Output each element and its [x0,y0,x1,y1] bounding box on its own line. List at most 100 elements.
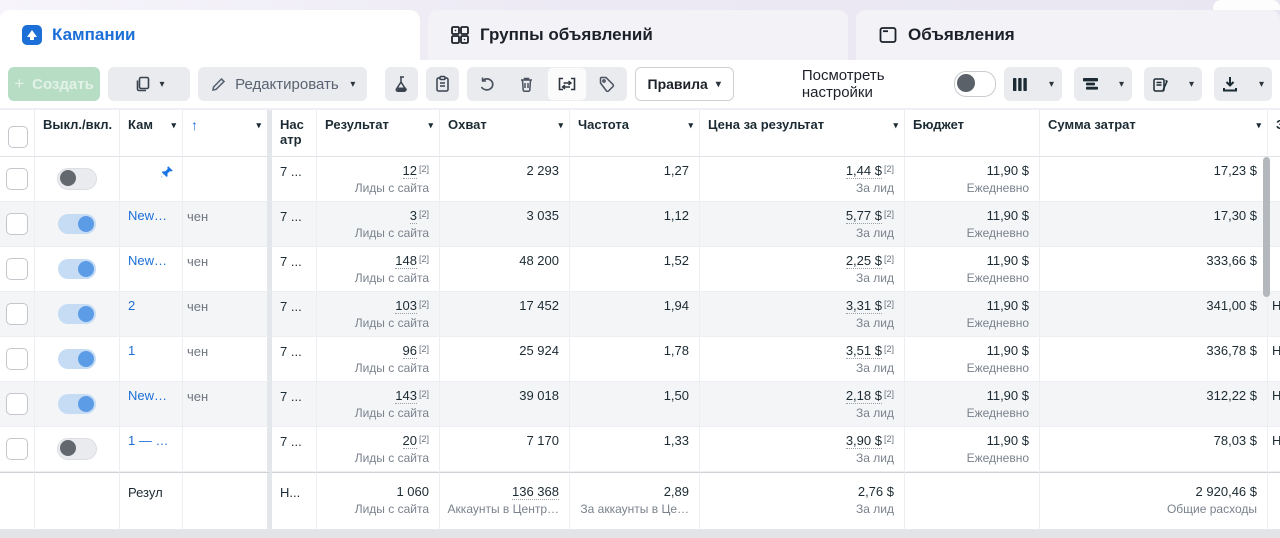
header-cost-per-result[interactable]: Цена за результат ▾ [700,110,905,157]
rules-button-label: Правила [647,76,708,92]
row-toggle[interactable] [58,259,96,279]
row-toggle[interactable] [58,349,96,369]
cost-value[interactable]: 1,44 $ [845,163,882,179]
row-checkbox[interactable] [6,258,28,280]
cost-value[interactable]: 3,90 $ [845,433,882,449]
reach-cell: 7 170 [440,427,570,472]
tab-adsets[interactable]: Группы объявлений [428,10,848,60]
result-value[interactable]: 12 [402,163,417,179]
paste-button[interactable] [425,67,459,101]
row-toggle[interactable] [57,168,97,190]
vertical-scrollbar[interactable] [1263,157,1270,297]
campaign-name-cell: 1 — … [120,427,183,472]
row-check-cell [0,292,35,337]
result-cell: 148 [2] Лиды с сайта [317,247,440,292]
chevron-down-icon: ▾ [1048,78,1054,90]
tab-campaigns[interactable]: Кампании [0,10,420,60]
header-ends[interactable]: З [1268,110,1280,157]
budget-cell: 11,90 $ Ежедневно [905,157,1040,202]
create-button[interactable]: + Создать [8,67,100,101]
delete-button[interactable] [507,67,547,101]
cost-value[interactable]: 3,31 $ [845,298,882,314]
campaign-name-cell: New… [120,382,183,427]
tabs-header-background: Кампании Группы объявлений Объявления [0,0,1280,60]
breakdown-button[interactable]: ▾ [1074,67,1132,101]
duplicate-button[interactable]: ▾ [108,67,191,101]
ab-test-button[interactable] [385,67,418,101]
tab-adsets-label: Группы объявлений [480,25,653,44]
campaign-name-cell [120,157,183,202]
reports-button[interactable]: ▾ [1144,67,1202,101]
columns-button[interactable]: ▾ [1004,67,1062,101]
row-checkbox[interactable] [6,213,28,235]
table-footer-row: Резул Н... 1 060 Лиды с сайта 136 368 Акка… [0,472,1280,530]
row-toggle[interactable] [58,214,96,234]
result-value[interactable]: 148 [395,253,417,269]
toolbar: + Создать ▾ Редактировать ▾ [0,60,1280,108]
edit-button[interactable]: Редактировать ▾ [198,67,368,101]
header-reach[interactable]: Охват ▾ [440,110,570,157]
header-amount-spent[interactable]: Сумма затрат ▾ [1040,110,1268,157]
header-attribution[interactable]: Нас атр [272,110,317,157]
result-value[interactable]: 3 [409,208,417,224]
campaign-name-link[interactable]: 1 — … [128,433,169,448]
delivery-status-cell: чен [183,382,272,427]
row-toggle-cell [35,382,120,427]
row-checkbox[interactable] [6,303,28,325]
result-footnote: [2] [418,254,429,264]
export-button[interactable]: ▾ [1214,67,1272,101]
cost-value[interactable]: 2,18 $ [845,388,882,404]
cost-value[interactable]: 5,77 $ [845,208,882,224]
horizontal-scrollbar-track[interactable] [0,530,1280,538]
delivery-status-cell [183,157,272,202]
table-row: 2 чен 7 ... 103 [2] Лиды с сайта 17 452 1… [0,292,1280,337]
swap-columns-button[interactable] [546,67,587,101]
row-toggle[interactable] [58,304,96,324]
tag-icon[interactable] [587,67,627,101]
delivery-status-cell: чен [183,292,272,337]
campaign-name-link[interactable]: 1 [128,343,136,358]
chevron-down-icon: ▾ [893,120,898,130]
header-result[interactable]: Результат ▾ [317,110,440,157]
result-value[interactable]: 20 [402,433,417,449]
footer-attr-value: Н... [272,472,317,530]
delivery-status-cell [183,427,272,472]
row-checkbox[interactable] [6,168,28,190]
campaign-name-link[interactable]: New… [128,388,168,403]
amount-spent-cell: 336,78 $ [1040,337,1268,382]
view-settings-toggle[interactable] [954,71,996,97]
row-toggle[interactable] [57,438,97,460]
row-checkbox[interactable] [6,393,28,415]
header-campaign[interactable]: Кам ▾ [120,110,183,157]
cost-value[interactable]: 2,25 $ [845,253,882,269]
row-toggle-cell [35,157,120,202]
chevron-down-icon: ▾ [1188,78,1194,90]
header-budget[interactable]: Бюджет [905,110,1040,157]
row-toggle[interactable] [58,394,96,414]
row-checkbox[interactable] [6,438,28,460]
campaign-name-link[interactable]: 2 [128,298,136,313]
result-value[interactable]: 96 [402,343,417,359]
campaign-name-link[interactable]: New… [128,253,168,268]
undo-button[interactable] [467,67,507,101]
result-value[interactable]: 103 [395,298,417,314]
rules-button[interactable]: Правила ▾ [634,67,734,101]
header-delivery-sorted[interactable]: ↑ ▾ [183,110,272,157]
header-frequency[interactable]: Частота ▾ [570,110,700,157]
budget-cell: 11,90 $ Ежедневно [905,202,1040,247]
result-cell: 143 [2] Лиды с сайта [317,382,440,427]
result-value[interactable]: 143 [395,388,417,404]
cost-value[interactable]: 3,51 $ [845,343,882,359]
result-footnote: [2] [418,164,429,174]
tab-ads[interactable]: Объявления [856,10,1280,60]
select-all-checkbox[interactable] [8,125,28,148]
footer-amount-spent: 2 920,46 $ Общие расходы [1040,472,1268,530]
attribution-cell: 7 ... [272,292,317,337]
footer-budget [905,472,1040,530]
row-actions-group [466,67,627,101]
result-cell: 20 [2] Лиды с сайта [317,427,440,472]
row-checkbox[interactable] [6,348,28,370]
campaign-name-link[interactable]: New… [128,208,168,223]
attribution-cell: 7 ... [272,337,317,382]
